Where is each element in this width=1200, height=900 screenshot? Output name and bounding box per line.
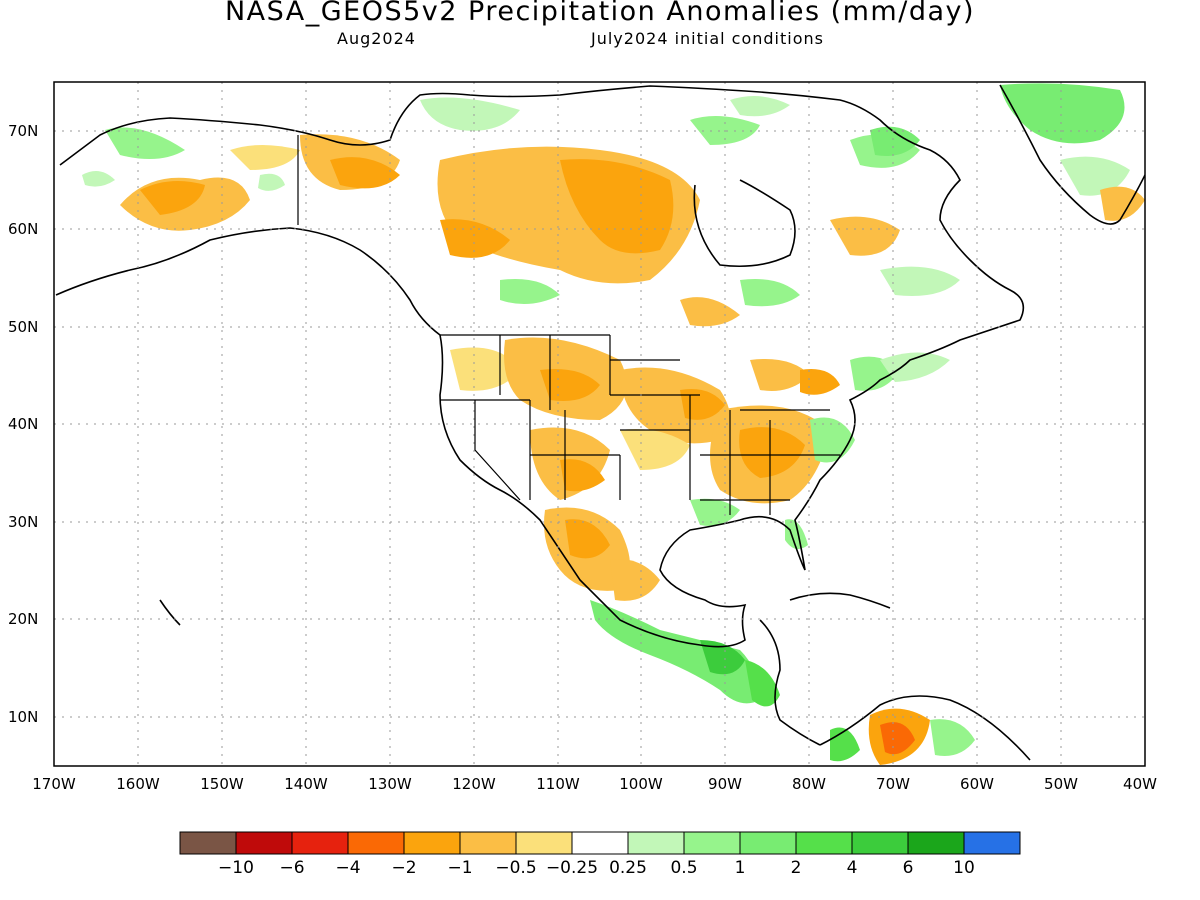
lon-label: 80W (792, 775, 826, 793)
coastlines (55, 84, 1145, 761)
lon-label: 160W (116, 775, 160, 793)
colorbar-label: −0.5 (495, 858, 536, 878)
lat-label: 60N (8, 220, 38, 238)
colorbar-swatch (851, 831, 909, 855)
lat-label: 50N (8, 318, 38, 336)
colorbar-label: 0.25 (609, 858, 647, 878)
colorbar-label: −0.25 (546, 858, 598, 878)
colorbar-labels: −10 −6 −4 −2 −1 −0.5 −0.25 0.25 0.5 1 2 … (218, 858, 975, 878)
lon-label: 60W (960, 775, 994, 793)
colorbar-label: −4 (335, 858, 360, 878)
lon-label: 110W (536, 775, 580, 793)
lat-label: 40N (8, 415, 38, 433)
latitude-labels: 10N 20N 30N 40N 50N 60N 70N (8, 122, 38, 726)
lon-label: 40W (1123, 775, 1157, 793)
colorbar-swatch (571, 831, 629, 855)
lon-label: 170W (32, 775, 76, 793)
colorbar-label: 0.5 (670, 858, 697, 878)
colorbar-swatch (515, 831, 573, 855)
colorbar-swatch (683, 831, 741, 855)
colorbar-swatch (459, 831, 517, 855)
colorbar-swatch (403, 831, 461, 855)
lon-label: 120W (452, 775, 496, 793)
lon-label: 140W (284, 775, 328, 793)
map-frame (53, 81, 1146, 767)
forecast-month: Aug2024 (337, 29, 416, 48)
colorbar-swatch (347, 831, 405, 855)
lon-label: 50W (1044, 775, 1078, 793)
longitude-labels: 170W 160W 150W 140W 130W 120W 110W 100W … (32, 775, 1157, 793)
colorbar-label: −1 (447, 858, 472, 878)
state-borders (297, 135, 840, 515)
lat-label: 10N (8, 708, 38, 726)
lon-label: 70W (876, 775, 910, 793)
colorbar-label: −10 (218, 858, 254, 878)
lat-label: 30N (8, 513, 38, 531)
anomaly-shading (82, 83, 1145, 765)
colorbar-swatch (235, 831, 293, 855)
colorbar-swatch (179, 831, 237, 855)
lon-label: 150W (200, 775, 244, 793)
colorbar-swatch (627, 831, 685, 855)
initial-conditions: July2024 initial conditions (591, 29, 824, 48)
colorbar-swatch (795, 831, 853, 855)
colorbar-swatch (739, 831, 797, 855)
colorbar (179, 831, 1021, 855)
colorbar-label: −2 (391, 858, 416, 878)
colorbar-label: 10 (953, 858, 975, 878)
colorbar-swatch (291, 831, 349, 855)
colorbar-swatch (907, 831, 965, 855)
lat-label: 70N (8, 122, 38, 140)
lat-label: 20N (8, 610, 38, 628)
lon-label: 130W (368, 775, 412, 793)
lon-label: 90W (708, 775, 742, 793)
colorbar-label: 4 (847, 858, 858, 878)
map-plot-area (54, 82, 1145, 766)
lon-label: 100W (619, 775, 663, 793)
graticule (54, 82, 1145, 766)
map-title: NASA_GEOS5v2 Precipitation Anomalies (mm… (224, 0, 976, 27)
colorbar-label: −6 (279, 858, 304, 878)
colorbar-swatch (963, 831, 1021, 855)
colorbar-label: 6 (903, 858, 914, 878)
colorbar-label: 1 (735, 858, 746, 878)
colorbar-label: 2 (791, 858, 802, 878)
